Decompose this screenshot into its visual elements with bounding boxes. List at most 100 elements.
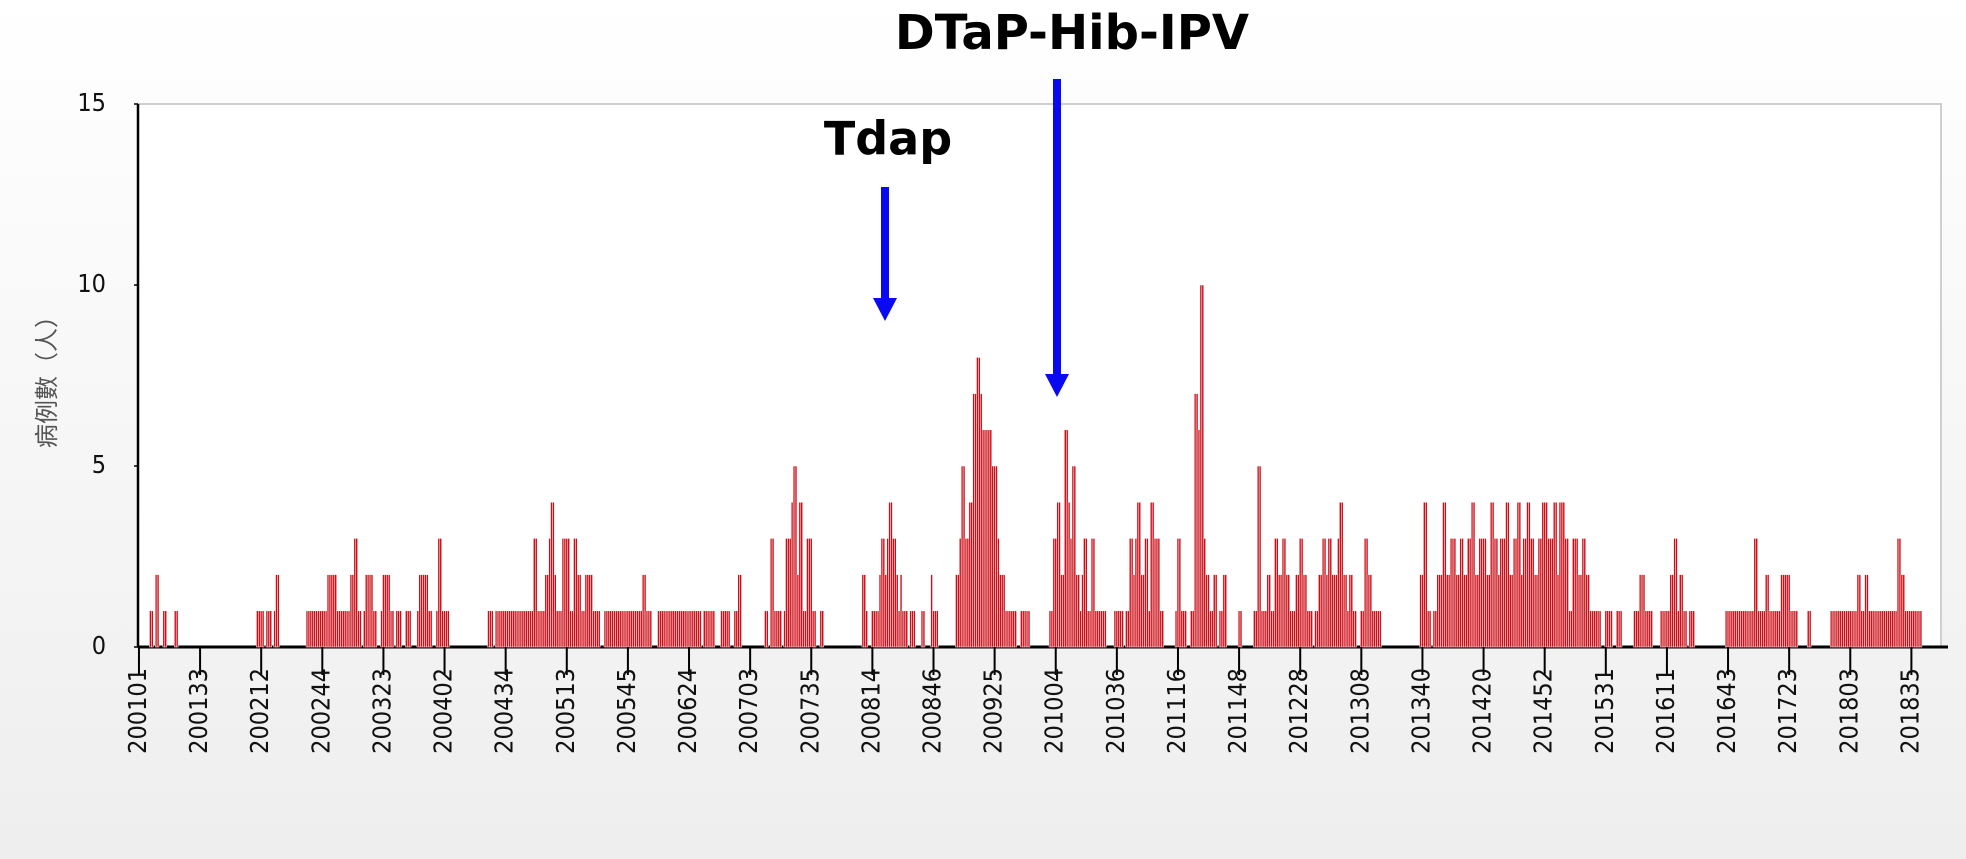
bar <box>1467 538 1470 648</box>
bar <box>779 610 782 648</box>
bar <box>886 538 889 648</box>
bar <box>313 610 316 648</box>
bar <box>594 610 597 648</box>
bar <box>1522 538 1525 648</box>
bar <box>265 610 269 648</box>
bar <box>1553 501 1556 648</box>
bar <box>1213 574 1216 648</box>
bar <box>1914 610 1917 648</box>
bar <box>1761 610 1764 648</box>
bar <box>806 538 809 648</box>
bar <box>577 574 580 648</box>
bar <box>980 393 983 648</box>
bar <box>1610 610 1613 648</box>
bar <box>1919 610 1923 648</box>
axes: 0 5 10 15 200101 200133 200212 200244 200323 2004… <box>77 88 1924 754</box>
bar <box>1048 610 1052 648</box>
bar <box>1688 610 1692 648</box>
bar <box>808 538 811 648</box>
bar <box>1738 610 1741 648</box>
bar <box>1260 610 1264 648</box>
bar <box>861 574 865 648</box>
bar <box>556 610 559 648</box>
bar <box>1203 538 1206 648</box>
bar <box>1327 538 1331 648</box>
bar <box>1589 610 1592 648</box>
bar <box>517 610 521 648</box>
bar <box>399 610 402 648</box>
bar <box>1900 574 1904 648</box>
bar <box>1608 610 1611 648</box>
bar <box>267 610 271 648</box>
bar <box>510 610 513 648</box>
bar <box>1020 610 1023 648</box>
bar <box>1285 574 1289 648</box>
bar <box>676 610 679 648</box>
bar <box>1640 574 1644 648</box>
bar <box>1835 610 1839 648</box>
bar <box>309 610 313 648</box>
bar <box>1650 610 1653 648</box>
arrow-head <box>873 298 897 321</box>
bar <box>441 610 444 648</box>
bar <box>1856 574 1860 648</box>
bar <box>1341 501 1344 648</box>
bar <box>590 574 593 648</box>
bar <box>1852 610 1856 648</box>
bar <box>997 538 1000 648</box>
bar <box>525 610 528 648</box>
bar <box>697 610 700 648</box>
bar <box>1476 574 1480 648</box>
bar <box>1509 574 1512 648</box>
bar <box>1004 610 1008 648</box>
bar <box>420 574 423 648</box>
bar <box>1680 574 1684 648</box>
bar <box>1747 610 1751 648</box>
bar <box>529 610 532 648</box>
bar <box>865 610 868 648</box>
bar <box>678 610 681 648</box>
bar <box>1432 610 1436 648</box>
bar <box>506 610 509 648</box>
bar <box>275 574 278 648</box>
x-tick-label: 201452 <box>1529 668 1558 754</box>
bar <box>1023 610 1027 648</box>
bar <box>1753 538 1756 648</box>
bar <box>1459 538 1462 648</box>
bar <box>1323 538 1327 648</box>
x-tick-label: 200434 <box>490 668 519 754</box>
bar <box>634 610 637 648</box>
bar <box>1744 610 1747 648</box>
x-tick-label: 200703 <box>734 668 763 754</box>
bar <box>966 538 970 648</box>
bar <box>1724 610 1728 648</box>
bar <box>1086 610 1090 648</box>
bar <box>277 574 280 648</box>
bar <box>491 610 494 648</box>
bar <box>1081 574 1084 648</box>
bar <box>575 538 578 648</box>
bar <box>1058 501 1061 648</box>
bar <box>1270 610 1273 648</box>
bar <box>1663 610 1667 648</box>
bar <box>962 465 966 648</box>
bar <box>1849 610 1852 648</box>
bar <box>546 574 549 648</box>
bar <box>1564 538 1567 648</box>
bar <box>1617 610 1621 648</box>
bar <box>1014 610 1017 648</box>
bar <box>1684 610 1688 648</box>
bar <box>615 610 618 648</box>
bar <box>773 610 777 648</box>
bar <box>802 610 805 648</box>
bar <box>1193 393 1197 648</box>
bar <box>737 574 740 648</box>
bar <box>1778 610 1781 648</box>
bar <box>1782 574 1785 648</box>
bar <box>565 538 568 648</box>
bar <box>538 610 542 648</box>
bar <box>515 610 519 648</box>
bar <box>693 610 696 648</box>
bar <box>1006 610 1010 648</box>
bar <box>1677 610 1680 648</box>
